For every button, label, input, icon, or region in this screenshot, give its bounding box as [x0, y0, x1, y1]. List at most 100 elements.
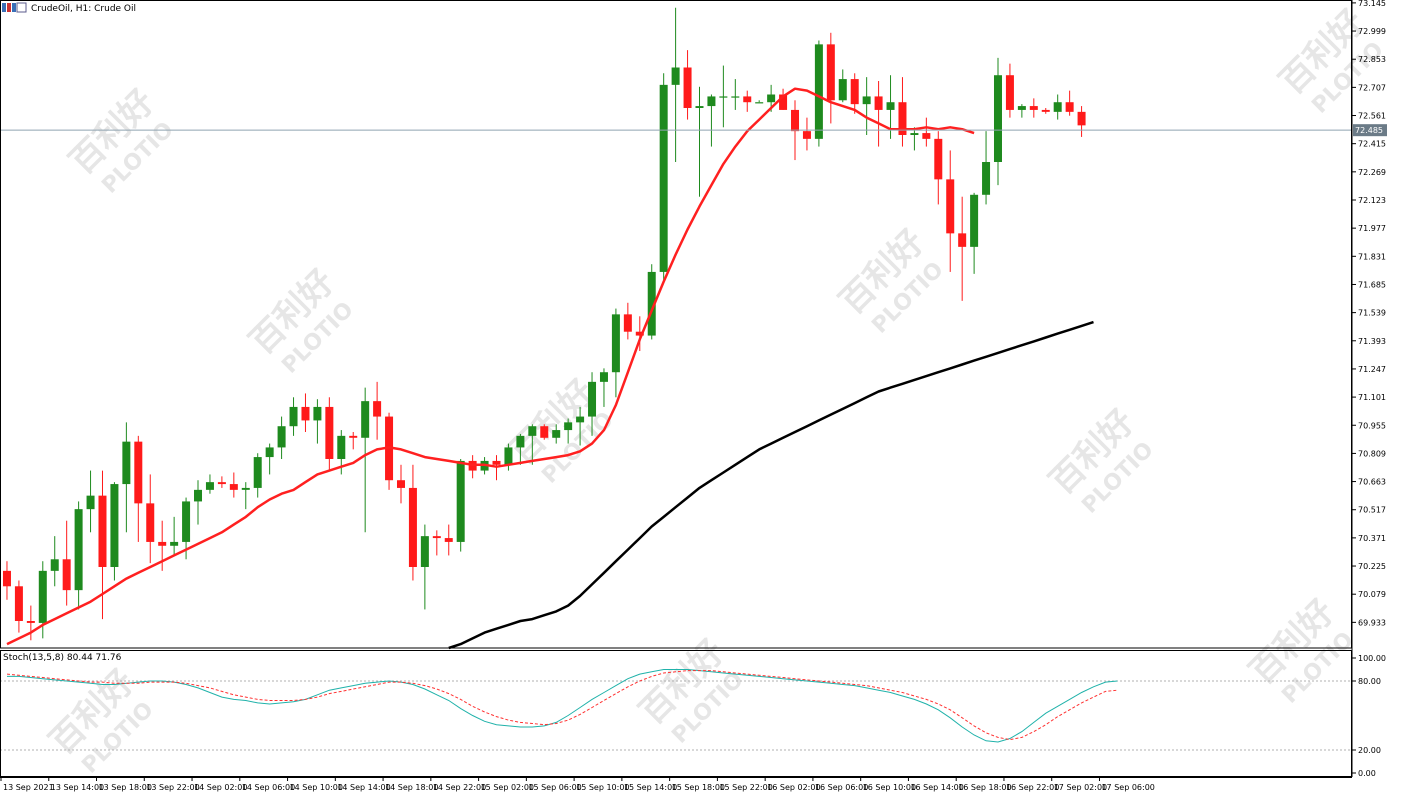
price-tick-label: 71.685	[1358, 280, 1386, 289]
candle-body	[432, 536, 441, 539]
candle	[814, 40, 823, 147]
candle	[588, 372, 597, 436]
candle	[504, 443, 513, 471]
candle	[552, 424, 561, 444]
candle-body	[528, 426, 537, 436]
candle	[910, 127, 919, 151]
candle	[396, 464, 405, 504]
current-price-label: 72.485	[1355, 126, 1383, 135]
candle	[385, 412, 394, 490]
candle-body	[767, 94, 776, 103]
candle-body	[623, 314, 632, 332]
candle-body	[492, 460, 501, 465]
candle-body	[838, 79, 847, 101]
ma-slow-line	[448, 320, 1094, 650]
candle-body	[743, 96, 752, 103]
candle-body	[934, 138, 943, 180]
candle	[265, 443, 274, 475]
candle	[659, 73, 668, 282]
candle-body	[1065, 102, 1074, 112]
candle-body	[564, 422, 573, 431]
stoch-tick-label: 80.00	[1358, 677, 1381, 686]
candle	[420, 524, 429, 610]
stochastic-panel[interactable]: 100.00 80.00 20.00 0.00	[0, 654, 1386, 778]
candle	[946, 150, 955, 272]
price-tick-label: 72.269	[1358, 168, 1386, 177]
candle-body	[444, 538, 453, 542]
candle-body	[540, 426, 549, 438]
candles-layer[interactable]	[2, 7, 1086, 641]
candle	[205, 474, 214, 494]
candle	[1005, 63, 1014, 118]
candle-body	[26, 621, 35, 623]
candle	[444, 524, 453, 556]
candle-body	[38, 570, 47, 623]
chart-title-text: CrudeOil, H1: Crude Oil	[31, 4, 136, 14]
candle-body	[874, 96, 883, 110]
candle	[325, 397, 334, 471]
stoch-signal-line	[6, 670, 1118, 741]
price-tick-label: 70.079	[1358, 590, 1386, 599]
candle-body	[886, 102, 895, 110]
candle	[229, 472, 238, 498]
candle	[731, 79, 740, 110]
price-tick-label: 70.809	[1358, 449, 1386, 458]
candle-body	[62, 559, 71, 591]
candle	[647, 264, 656, 340]
current-price-tag	[1353, 124, 1387, 137]
candle-body	[1077, 111, 1086, 126]
candle	[838, 69, 847, 103]
candle-body	[396, 480, 405, 488]
candle-body	[253, 457, 262, 488]
time-tick-label: 16 Sep 18:00	[958, 783, 1011, 792]
candle	[194, 480, 203, 525]
candle-body	[552, 430, 561, 438]
candle-body	[611, 314, 620, 373]
candle-body	[993, 75, 1002, 162]
price-tick-label: 72.123	[1358, 196, 1386, 205]
candle-body	[134, 441, 143, 504]
time-tick-label: 14 Sep 02:00	[194, 783, 247, 792]
stoch-label: Stoch(13,5,8) 80.44 71.76	[3, 653, 122, 663]
candle-body	[182, 501, 191, 542]
candle	[850, 73, 859, 114]
candle	[86, 470, 95, 533]
time-tick-label: 16 Sep 22:00	[1006, 783, 1059, 792]
candle-body	[671, 67, 680, 85]
candle-body	[229, 484, 238, 490]
candle-body	[576, 416, 585, 423]
candle-body	[313, 406, 322, 421]
candle-body	[898, 102, 907, 135]
candle-body	[265, 447, 274, 458]
candle	[110, 482, 119, 581]
candle	[671, 7, 680, 162]
time-tick-label: 14 Sep 14:00	[337, 783, 390, 792]
candle-body	[14, 586, 23, 621]
time-tick-label: 16 Sep 06:00	[815, 783, 868, 792]
candle-body	[337, 435, 346, 459]
candle-body	[194, 489, 203, 502]
candle-body	[158, 541, 167, 546]
candle-body	[50, 559, 59, 571]
candle-body	[170, 541, 179, 546]
candle-body	[826, 44, 835, 101]
candle	[540, 424, 549, 440]
candle-body	[301, 406, 310, 421]
candle-body	[695, 106, 704, 108]
price-tick-label: 70.225	[1358, 562, 1386, 571]
candle	[146, 474, 155, 564]
time-tick-label: 17 Sep 02:00	[1054, 783, 1107, 792]
candle	[373, 381, 382, 440]
candle	[898, 77, 907, 147]
candle	[623, 302, 632, 340]
candle-body	[217, 482, 226, 485]
candle-body	[802, 131, 811, 139]
candle-body	[958, 233, 967, 247]
time-tick-label: 16 Sep 02:00	[767, 783, 820, 792]
candle	[134, 435, 143, 542]
ma-fast-line	[6, 87, 975, 646]
